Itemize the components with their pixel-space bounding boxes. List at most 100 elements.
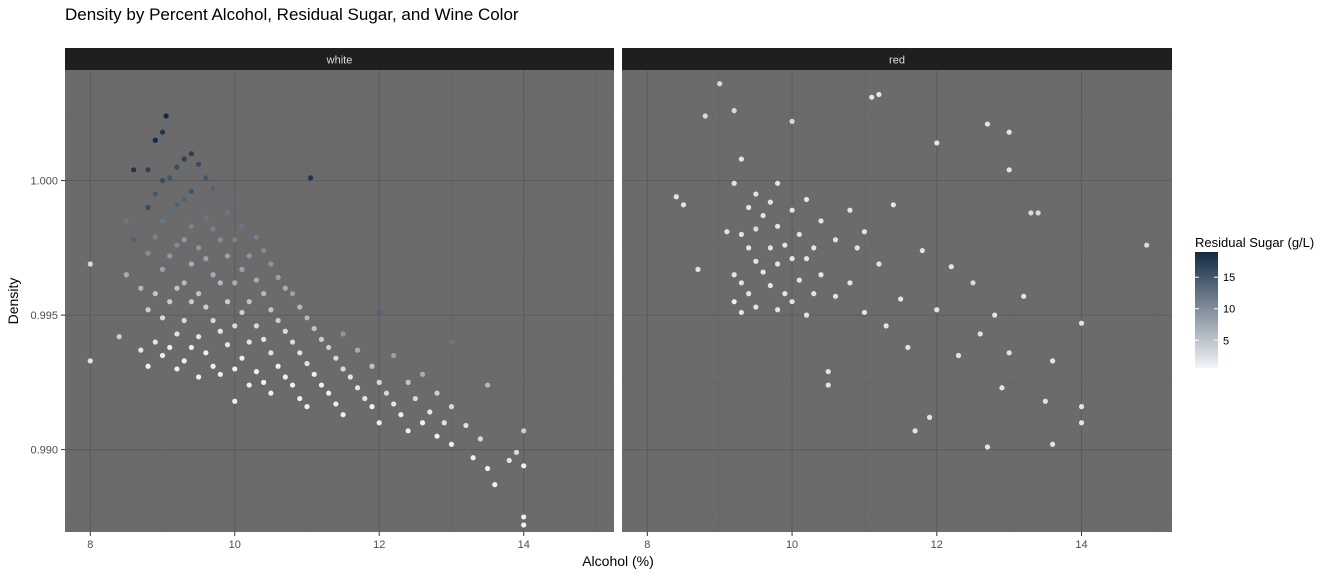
data-point [1078,404,1085,410]
data-point [123,218,130,224]
data-point [1049,358,1056,364]
data-point [116,334,122,340]
data-point [232,280,238,286]
data-point [311,325,317,332]
x-tick-label: 8 [87,539,93,551]
data-point [919,247,925,254]
data-point [188,223,195,229]
facet-label-white: white [326,55,353,67]
data-point [832,293,839,299]
data-point [203,350,209,356]
data-point [268,261,274,267]
legend-tick-label: 10 [1223,304,1235,316]
data-point [326,390,332,396]
data-point [1028,210,1034,216]
data-point [347,374,353,380]
data-point [188,261,195,267]
data-point [340,331,346,337]
data-point [753,226,759,232]
facet-strip-white [65,48,614,70]
data-point [181,280,187,286]
data-point [289,339,296,345]
points-white [87,113,527,528]
data-point [673,194,679,200]
data-point [196,204,202,211]
data-point [224,253,231,259]
data-point [138,285,144,291]
data-point [376,379,382,385]
data-point [275,317,281,324]
data-point [934,307,940,313]
data-point [753,191,759,197]
data-point [261,336,267,342]
data-point [955,352,962,359]
data-point [731,180,737,186]
data-point [376,309,382,316]
data-point [217,328,223,334]
y-tick-label: 0.995 [30,310,58,322]
data-point [448,339,455,345]
data-point [912,428,918,434]
x-tick-label: 14 [1075,539,1087,551]
data-point [825,369,831,375]
data-point [441,420,447,426]
data-point [246,253,252,259]
data-point [818,218,824,224]
points-red [673,81,1150,450]
data-point [167,299,173,305]
data-point [948,264,954,270]
data-point [383,390,390,396]
data-point [789,118,795,124]
data-point [1049,441,1056,447]
data-point [934,140,940,146]
data-point [803,256,810,262]
legend-ticks: 5 10 15 [1195,272,1235,347]
x-tick-label: 10 [229,539,241,551]
grid-white [65,70,614,532]
data-point [731,108,737,114]
x-axis-white: 8 10 12 14 [87,532,530,551]
data-point [861,309,868,316]
data-point [782,291,788,297]
data-point [738,309,745,316]
data-point [145,204,151,211]
data-point [789,256,795,262]
data-point [253,277,260,283]
data-point [448,404,455,410]
data-point [210,363,216,369]
data-point [246,339,252,345]
data-point [984,121,991,127]
data-point [159,177,166,184]
data-point [210,272,216,278]
data-point [311,371,317,377]
data-point [391,352,397,359]
data-point [232,237,238,243]
data-point [398,412,404,418]
data-point [1035,210,1041,216]
data-point [789,207,795,213]
data-point [268,307,274,313]
data-point [181,237,187,243]
data-point [391,401,397,407]
data-point [203,304,209,310]
x-axis-red: 8 10 12 14 [644,532,1088,551]
data-point [818,272,824,278]
data-point [232,323,238,329]
data-point [239,223,245,229]
data-point [318,382,325,388]
data-point [308,175,314,181]
data-point [434,390,440,396]
data-point [304,404,310,410]
data-point [702,113,708,119]
y-axis-title: Density [5,278,21,325]
data-point [847,280,853,286]
data-point [506,457,512,464]
data-point [203,175,209,181]
data-point [163,113,169,119]
data-point [152,191,158,197]
data-point [145,250,151,256]
data-point [239,266,245,272]
data-point [217,196,223,203]
data-point [174,366,180,372]
data-point [318,336,325,342]
